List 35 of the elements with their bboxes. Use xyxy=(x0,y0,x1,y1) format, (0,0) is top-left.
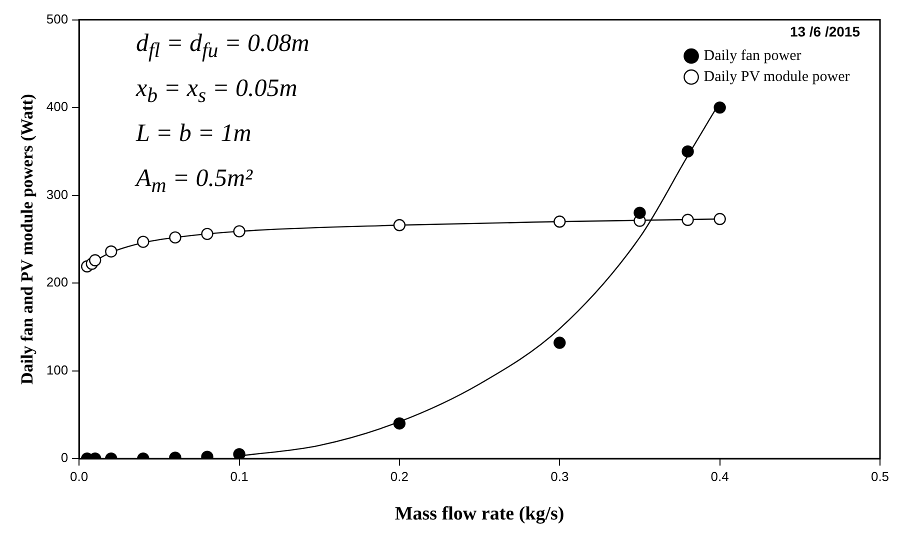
point xyxy=(714,212,726,226)
x-tick-label: 0.2 xyxy=(390,468,408,484)
point xyxy=(233,225,246,238)
annotation: x$_{b}$ = x$_{s}$ = 0.05m xyxy=(136,75,298,108)
y-axis-title: Daily fan and PV module powers (Watt) xyxy=(18,94,37,384)
y-tick-label: 100 xyxy=(46,362,68,378)
legend-label: Daily PV module power xyxy=(704,69,850,86)
annotation: A$_{m}$ = 0.5m² xyxy=(136,165,252,198)
point xyxy=(554,216,566,228)
x-tick-label: 0.0 xyxy=(70,468,88,484)
y-tick-label: 500 xyxy=(46,11,68,26)
x-axis-title: Mass flow rate (kg/s) xyxy=(394,504,564,525)
y-tick-label: 200 xyxy=(46,274,68,290)
point xyxy=(169,231,182,244)
point xyxy=(554,336,566,349)
x-tick-label: 0.4 xyxy=(710,468,729,484)
y-tick-label: 0 xyxy=(60,450,68,466)
annotation: d$_{fl}$ = d$_{fu}$ = 0.08m xyxy=(136,30,310,63)
x-tick-label: 0.3 xyxy=(550,468,569,484)
y-tick-label: 400 xyxy=(46,99,68,114)
y-tick-label: 300 xyxy=(46,186,68,202)
point xyxy=(682,145,694,158)
point xyxy=(105,245,118,258)
point xyxy=(393,219,406,232)
x-tick-label: 0.5 xyxy=(870,468,890,484)
annotation: L = b = 1m xyxy=(136,120,252,148)
x-tick-label: 0.1 xyxy=(230,468,248,484)
legend-label: Daily fan power xyxy=(704,48,802,64)
point xyxy=(634,206,646,219)
annotation: 13 /6 /2015 xyxy=(790,24,860,40)
point xyxy=(201,228,214,240)
point xyxy=(682,214,694,226)
point xyxy=(89,254,102,266)
point xyxy=(137,236,150,248)
point xyxy=(714,101,726,114)
